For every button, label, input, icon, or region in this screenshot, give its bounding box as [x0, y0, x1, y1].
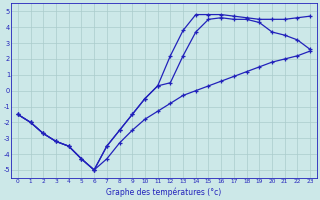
X-axis label: Graphe des températures (°c): Graphe des températures (°c) [106, 187, 222, 197]
